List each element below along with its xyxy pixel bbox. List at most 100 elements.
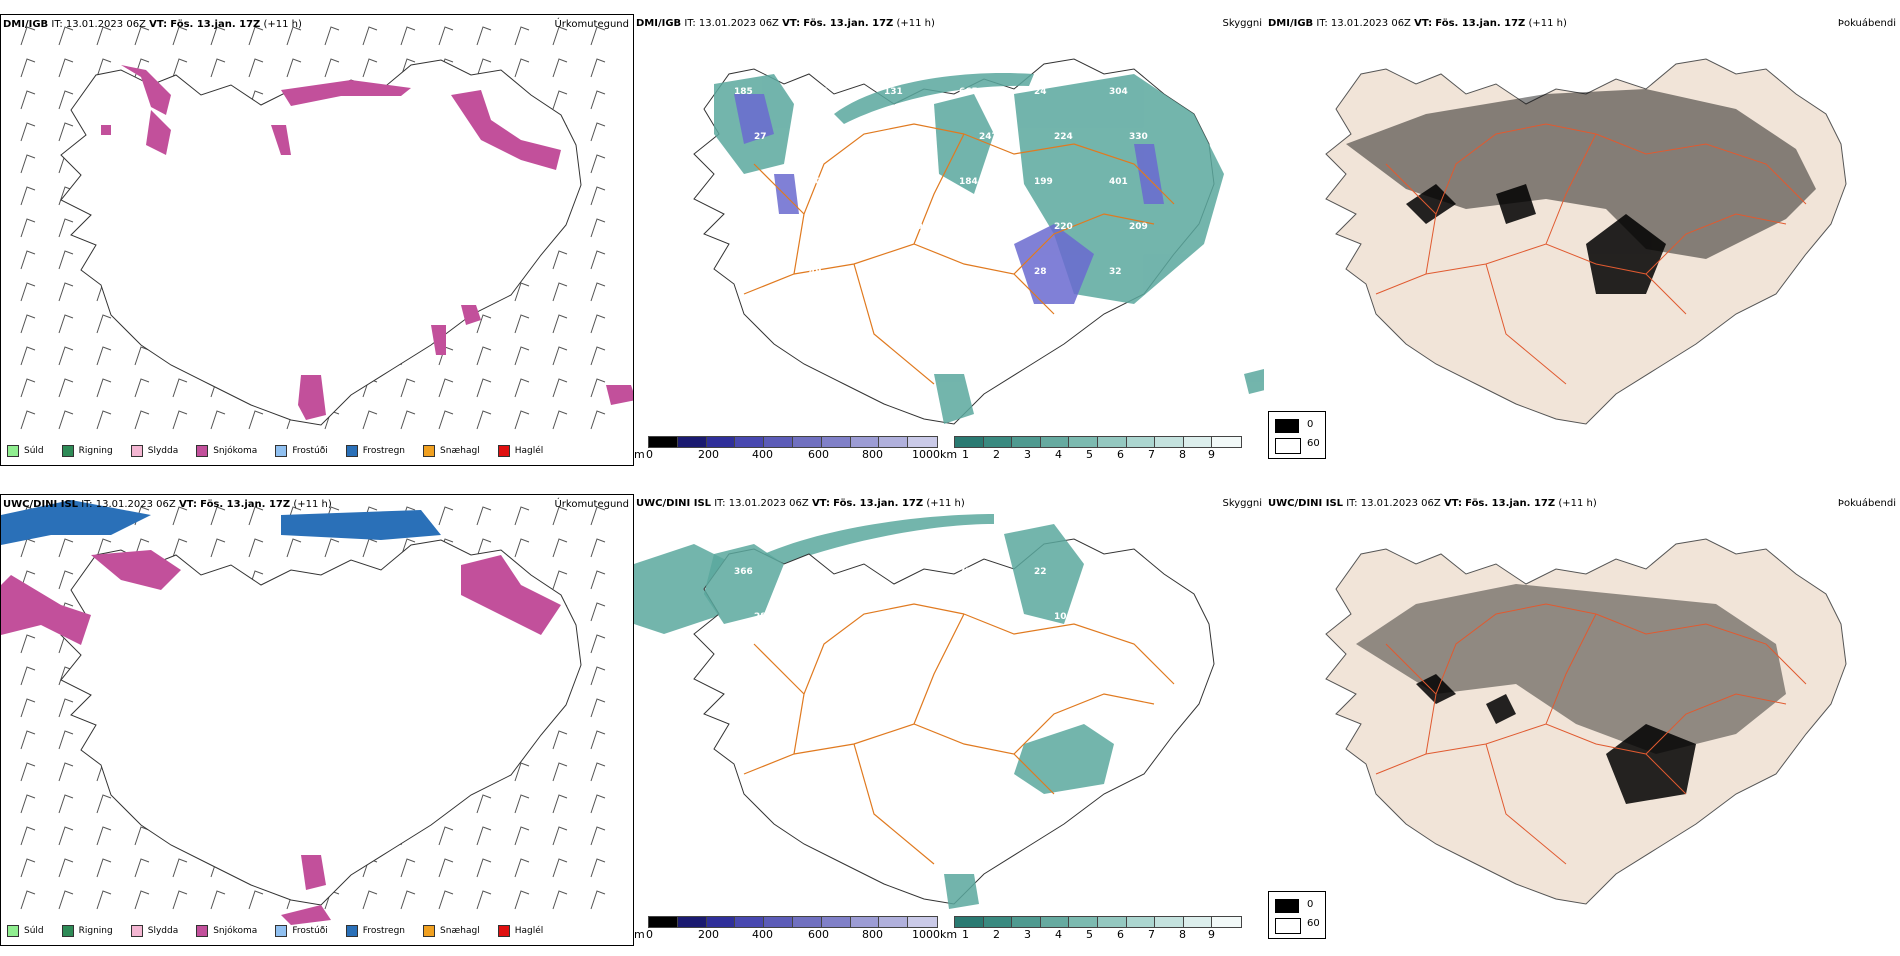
wind-barb: [514, 314, 530, 334]
vt-label: VT:: [782, 18, 801, 29]
lead-time: (+11 h): [1528, 18, 1567, 29]
wind-barb: [552, 826, 568, 846]
visibility-field-label-row1: Skyggni: [1222, 18, 1262, 29]
iceland-outline: [1325, 538, 1847, 905]
swatch-rain: [61, 445, 74, 457]
swatch-sleet: [130, 925, 143, 937]
visibility-value-label: 27: [754, 132, 767, 142]
legend-label: Haglél: [514, 926, 544, 936]
fog-title-row1: DMI/IGB IT: 13.01.2023 06Z VT: Fös. 13.j…: [1268, 18, 1567, 29]
wind-barb: [248, 890, 264, 910]
wind-barb: [552, 570, 568, 590]
legend-label: Snjókoma: [213, 446, 258, 456]
wind-barb: [514, 794, 530, 814]
legend-label: Haglél: [514, 446, 544, 456]
road: [1645, 213, 1787, 275]
vt-value: Fös. 13.jan. 17Z: [170, 19, 261, 30]
wind-barb: [96, 538, 112, 558]
wind-barb: [96, 890, 112, 910]
fog-panel-row1: DMI/IGB IT: 13.01.2023 06Z VT: Fös. 13.j…: [1266, 14, 1900, 464]
legend-label: Súld: [24, 446, 44, 456]
wind-barb: [58, 282, 74, 302]
fog-legend-low: 60: [1307, 438, 1320, 449]
tick: 0: [646, 928, 653, 941]
precip-title-row2: UWC/DINI ISL IT: 13.01.2023 06Z VT: Fös.…: [3, 499, 332, 510]
model-name: DMI/IGB: [1268, 18, 1314, 29]
model-name: DMI/IGB: [636, 18, 682, 29]
tick: 3: [1024, 928, 1031, 941]
wind-barb: [438, 410, 454, 430]
colorbar-segment: [820, 436, 852, 448]
wind-barb: [20, 154, 36, 174]
wind-barb: [590, 826, 606, 846]
it-label: IT:: [51, 19, 63, 30]
swatch-drizzle: [7, 445, 19, 457]
it-label: IT:: [714, 498, 726, 509]
wind-barb: [58, 378, 74, 398]
fog-swatch-black: [1275, 419, 1299, 433]
vt-value: Fös. 13.jan. 17Z: [1465, 498, 1556, 509]
wind-barb: [134, 346, 150, 366]
wind-barb: [438, 890, 454, 910]
visibility-value-label: 18: [809, 357, 822, 367]
legend-item: Haglél: [492, 445, 544, 457]
road: [1425, 603, 1597, 755]
wind-barb: [514, 826, 530, 846]
wind-barb: [134, 538, 150, 558]
vt-value: Fös. 13.jan. 17Z: [1435, 18, 1526, 29]
colorbar-segment: [1125, 916, 1157, 928]
wind-barb: [362, 538, 378, 558]
wind-barb: [552, 346, 568, 366]
lead-time: (+11 h): [1558, 498, 1597, 509]
wind-barb: [58, 58, 74, 78]
tick: 200: [698, 448, 719, 461]
road: [753, 643, 805, 695]
legend-label: Rigning: [78, 926, 113, 936]
wind-barb: [514, 378, 530, 398]
swatch-hail: [497, 445, 510, 457]
tick: 600: [808, 928, 829, 941]
road: [1385, 643, 1437, 695]
wind-barb: [590, 314, 606, 334]
wind-barb: [400, 538, 416, 558]
fog-field-label-row1: Þokuábendi: [1837, 18, 1896, 29]
visibility-value-label: 224: [1054, 132, 1073, 142]
vt-value: Fös. 13.jan. 17Z: [200, 499, 291, 510]
tick: 1: [962, 928, 969, 941]
visibility-value-label: 369: [904, 222, 923, 232]
colorbar-segment: [705, 916, 737, 928]
road: [1013, 213, 1155, 275]
legend-label: Snæhagl: [440, 926, 480, 936]
precip-legend-row2: Súld Rigning Slydda Snjókoma Frostúði Fr…: [1, 920, 631, 942]
wind-barb: [514, 762, 530, 782]
wind-barb: [552, 538, 568, 558]
colorbar-segment: [849, 436, 881, 448]
road: [1485, 743, 1567, 865]
colorbar-segment: [648, 436, 679, 448]
colorbar-segment: [1068, 916, 1099, 928]
wind-barb: [58, 762, 74, 782]
iceland-outline: [693, 538, 1215, 905]
wind-barb: [20, 666, 36, 686]
it-label: IT:: [1316, 18, 1328, 29]
wind-barb: [20, 186, 36, 206]
wind-barb: [590, 58, 606, 78]
road: [1545, 613, 1597, 725]
colorbar-segment: [878, 916, 910, 928]
colorbar-segment: [1211, 916, 1242, 928]
iceland-outline: [1325, 58, 1847, 425]
colorbar-segment: [763, 916, 794, 928]
vt-label: VT:: [1443, 498, 1462, 509]
tick: 4: [1055, 928, 1062, 941]
fog-title-row2: UWC/DINI ISL IT: 13.01.2023 06Z VT: Fös.…: [1268, 498, 1597, 509]
visibility-panel-row2: 366 10 540 73 22 42 283 323 20 29 10 139 376 UWC/DIN…: [634, 494, 1264, 944]
colorbar-segment: [982, 916, 1014, 928]
road: [1595, 613, 1807, 685]
visibility-value-label: 10: [1054, 612, 1067, 622]
tick: 9: [1208, 928, 1215, 941]
wind-barb: [590, 122, 606, 142]
wind-barb: [96, 314, 112, 334]
wind-barb: [58, 90, 74, 110]
iceland-outline: [60, 59, 582, 426]
road-network: [1375, 123, 1807, 385]
